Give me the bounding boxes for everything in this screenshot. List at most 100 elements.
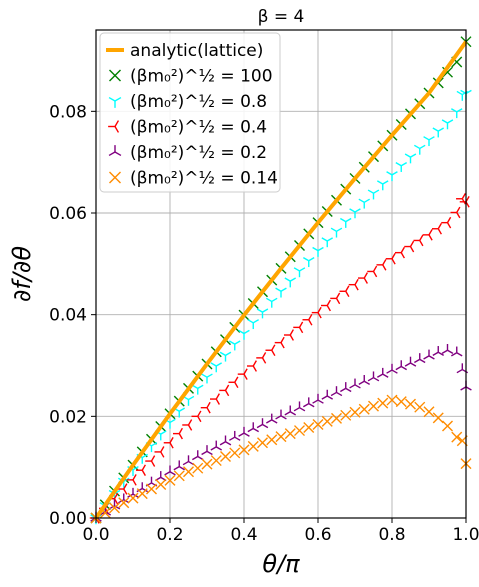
data-point: [284, 405, 297, 416]
data-point: [340, 409, 352, 421]
data-point: [192, 462, 204, 474]
series-line: [94, 40, 468, 520]
data-point: [376, 367, 389, 378]
series-layer: [89, 36, 472, 525]
series-m04: [89, 193, 470, 524]
y-tick-label: 0.08: [49, 102, 87, 122]
data-point: [164, 465, 176, 476]
data-point: [413, 144, 426, 155]
legend-item: analytic(lattice): [106, 41, 263, 61]
data-point: [229, 447, 241, 459]
data-point: [302, 313, 313, 326]
data-point: [293, 321, 304, 334]
data-point: [237, 368, 248, 380]
chart-title: β = 4: [258, 7, 305, 27]
data-point: [451, 431, 463, 443]
data-point: [386, 394, 398, 406]
data-point: [368, 400, 379, 412]
data-point: [284, 428, 296, 440]
data-point: [330, 292, 341, 305]
data-point: [219, 384, 230, 397]
legend-box: [99, 32, 281, 193]
data-point: [108, 120, 120, 133]
x-tick-label: 0.6: [304, 525, 331, 545]
data-point: [127, 487, 139, 498]
data-point: [330, 386, 343, 397]
data-point: [109, 502, 120, 514]
data-point: [182, 419, 193, 431]
data-point: [423, 136, 435, 147]
data-point: [312, 246, 324, 257]
data-point: [126, 474, 137, 486]
legend-label: (βm₀²)^½ = 100: [130, 67, 273, 87]
data-point: [302, 397, 315, 408]
data-point: [284, 277, 297, 288]
data-point: [367, 371, 380, 382]
x-tick-label: 1.0: [452, 525, 479, 545]
data-point: [238, 444, 250, 456]
data-point: [442, 420, 453, 432]
data-point: [349, 208, 361, 219]
y-axis-ticks: 0.00 0.02 0.04 0.06 0.08: [49, 102, 96, 529]
y-axis-label: ∂f/∂θ: [8, 246, 36, 302]
data-point: [275, 409, 287, 420]
data-point: [312, 393, 324, 404]
data-point: [293, 267, 306, 278]
legend-item: (βm₀²)^½ = 100: [109, 67, 273, 87]
data-point: [294, 425, 305, 437]
data-point: [404, 240, 415, 253]
data-point: [367, 189, 380, 200]
data-point: [358, 198, 371, 209]
x-axis-ticks: 0.0 0.2 0.4 0.6 0.8 1.0: [82, 518, 479, 545]
data-point: [358, 403, 370, 415]
data-point: [339, 217, 352, 228]
data-point: [228, 376, 239, 389]
data-point: [311, 306, 322, 319]
legend-label: (βm₀²)^½ = 0.8: [130, 92, 267, 112]
data-point: [191, 450, 204, 461]
data-point: [377, 397, 389, 409]
data-point: [191, 384, 204, 395]
data-point: [182, 395, 195, 406]
data-point: [247, 360, 257, 372]
data-point: [321, 237, 334, 248]
data-point: [274, 336, 285, 349]
data-point: [256, 308, 269, 319]
data-point: [210, 440, 223, 451]
series-analytic: [94, 40, 468, 520]
data-point: [456, 193, 467, 205]
data-point: [257, 437, 268, 449]
data-point: [145, 455, 156, 467]
data-point: [136, 488, 148, 500]
data-point: [339, 382, 352, 393]
data-point: [284, 329, 294, 341]
data-point: [422, 229, 433, 241]
data-point: [108, 145, 122, 157]
data-point: [247, 440, 259, 452]
data-point: [247, 319, 260, 330]
data-point: [163, 437, 174, 449]
data-point: [275, 431, 287, 443]
data-point: [312, 418, 324, 430]
data-point: [145, 476, 158, 487]
data-point: [450, 346, 463, 357]
data-point: [330, 227, 343, 238]
data-point: [265, 344, 276, 357]
data-point: [265, 413, 278, 424]
data-point: [321, 415, 333, 427]
x-axis-label: θ/π: [262, 550, 300, 578]
data-point: [256, 352, 267, 364]
data-point: [358, 375, 371, 385]
data-point: [266, 434, 278, 446]
data-point: [432, 222, 442, 235]
data-point: [459, 196, 470, 208]
data-point: [450, 206, 461, 219]
legend-item: (βm₀²)^½ = 0.8: [108, 92, 267, 112]
y-tick-label: 0.06: [49, 204, 87, 224]
data-point: [376, 259, 387, 271]
data-point: [302, 257, 315, 268]
data-point: [201, 458, 213, 470]
data-point: [201, 373, 213, 384]
data-point: [321, 299, 331, 312]
data-point: [256, 418, 269, 429]
